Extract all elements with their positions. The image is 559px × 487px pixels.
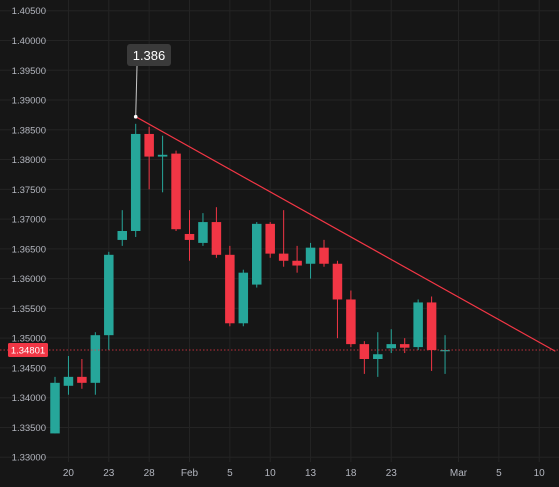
- time-axis[interactable]: 202328Feb510131823Mar51013: [63, 468, 559, 479]
- candle-up[interactable]: [50, 382, 60, 434]
- time-tick-label: 10: [534, 468, 546, 479]
- price-tick-label: 1.36000: [12, 274, 46, 285]
- candle-down[interactable]: [77, 376, 87, 383]
- candle-up[interactable]: [63, 376, 74, 386]
- candle-down[interactable]: [426, 302, 437, 351]
- candle-down[interactable]: [278, 253, 289, 261]
- candle-up[interactable]: [238, 272, 249, 324]
- price-tick-label: 1.35000: [12, 334, 46, 345]
- price-axis[interactable]: 1.33000 1.33500 1.34000 1.34500 1.35000 1.355…: [8, 6, 48, 464]
- candle-up[interactable]: [130, 133, 141, 231]
- grid-lines: [0, 0, 559, 462]
- candle-down[interactable]: [225, 254, 235, 324]
- time-tick-label: 23: [103, 468, 115, 479]
- price-tick-label: 1.38500: [12, 125, 46, 136]
- drawing-overlays[interactable]: 1.386: [0, 44, 559, 352]
- callout-label: 1.386: [133, 48, 166, 63]
- candle-down[interactable]: [265, 223, 275, 254]
- candle-up[interactable]: [373, 354, 383, 360]
- price-tick-label: 1.34500: [12, 363, 46, 374]
- time-tick-label: 23: [386, 468, 398, 479]
- candle-up[interactable]: [198, 222, 208, 243]
- price-tick-label: 1.37000: [12, 215, 46, 226]
- time-tick-label: Mar: [450, 468, 468, 479]
- callout-anchor-dot: [133, 114, 138, 119]
- trendline[interactable]: [135, 116, 556, 352]
- candle-down[interactable]: [319, 247, 329, 264]
- candle-up[interactable]: [117, 231, 128, 240]
- candle-up[interactable]: [90, 335, 101, 383]
- price-tick-label: 1.35500: [12, 304, 46, 315]
- callout-leader: [135, 65, 138, 117]
- candle-up[interactable]: [104, 254, 114, 336]
- price-tick-label: 1.40000: [12, 36, 46, 47]
- time-tick-label: Feb: [181, 468, 199, 479]
- candle-up[interactable]: [440, 350, 450, 352]
- price-tick-label: 1.33000: [12, 453, 46, 464]
- price-tick-label: 1.38000: [12, 155, 46, 166]
- candle-down[interactable]: [184, 233, 195, 240]
- price-tick-label: 1.33500: [12, 423, 46, 434]
- candle-down[interactable]: [144, 133, 154, 157]
- candle-up[interactable]: [386, 344, 397, 349]
- price-tick-label: 1.40500: [12, 6, 46, 17]
- last-price-badge: [8, 343, 48, 358]
- candle-down[interactable]: [399, 344, 410, 348]
- candle-up[interactable]: [252, 223, 262, 285]
- candle-down[interactable]: [292, 260, 302, 266]
- price-tick-label: 1.39500: [12, 66, 46, 77]
- time-tick-label: 5: [496, 468, 502, 479]
- candle-bodies: [50, 133, 450, 434]
- price-tick-label: 1.37500: [12, 185, 46, 196]
- candle-up[interactable]: [305, 247, 316, 264]
- candle-down[interactable]: [171, 153, 181, 230]
- callout-box[interactable]: [127, 44, 171, 66]
- price-tick-label: 1.39000: [12, 96, 46, 107]
- time-tick-label: 18: [345, 468, 357, 479]
- time-tick-label: 20: [63, 468, 75, 479]
- time-tick-label: 5: [227, 468, 233, 479]
- candle-up[interactable]: [413, 302, 423, 348]
- candle-down[interactable]: [346, 299, 356, 345]
- time-tick-label: 13: [305, 468, 317, 479]
- candle-down[interactable]: [332, 263, 343, 300]
- price-tick-label: 1.34000: [12, 393, 46, 404]
- candle-up[interactable]: [157, 154, 168, 157]
- time-tick-label: 28: [144, 468, 156, 479]
- candle-down[interactable]: [359, 344, 370, 360]
- time-tick-label: 10: [265, 468, 277, 479]
- last-price-label: 1.34801: [11, 346, 45, 357]
- candle-down[interactable]: [211, 222, 222, 255]
- price-tick-label: 1.36500: [12, 244, 46, 255]
